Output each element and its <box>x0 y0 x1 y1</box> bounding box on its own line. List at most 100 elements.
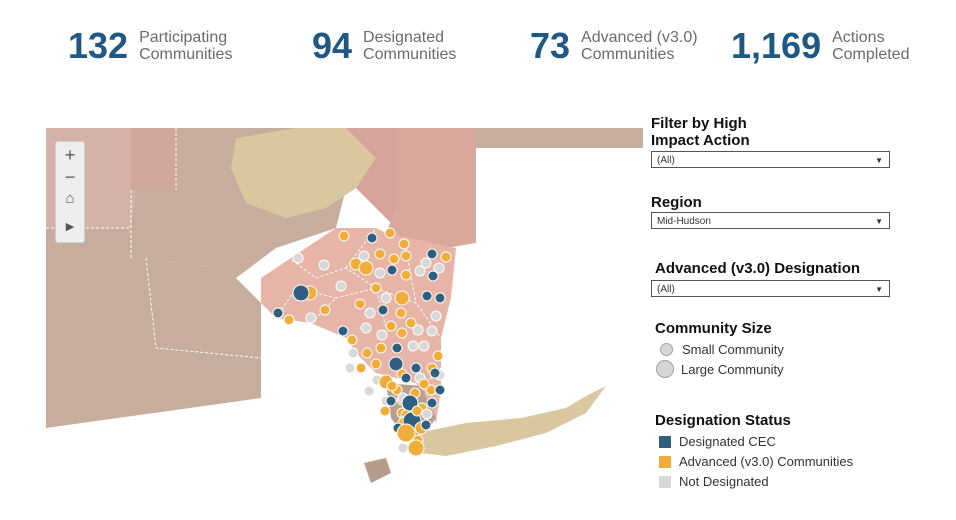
community-marker[interactable] <box>385 395 397 407</box>
community-marker[interactable] <box>418 340 430 352</box>
community-marker[interactable] <box>355 362 367 374</box>
zoom-in-button[interactable]: + <box>64 145 76 165</box>
community-marker[interactable] <box>346 334 358 346</box>
community-marker[interactable] <box>388 356 404 372</box>
map-land-longisland <box>418 386 606 456</box>
community-marker[interactable] <box>388 253 400 265</box>
stat-label: Participating Communities <box>139 29 233 63</box>
community-marker[interactable] <box>379 405 391 417</box>
stat-designated: 94 Designated Communities <box>312 28 456 64</box>
community-marker[interactable] <box>396 423 416 443</box>
community-marker[interactable] <box>272 307 284 319</box>
community-marker[interactable] <box>366 232 378 244</box>
community-marker[interactable] <box>426 248 438 260</box>
community-marker[interactable] <box>414 265 426 277</box>
map-land-tan-north <box>231 128 376 218</box>
community-marker[interactable] <box>337 325 349 337</box>
map-zoom-controls: + − ⌂ ▶ <box>55 141 85 243</box>
stat-actions: 1,169 Actions Completed <box>731 28 909 64</box>
community-marker[interactable] <box>411 405 423 417</box>
community-marker[interactable] <box>305 312 317 324</box>
community-marker[interactable] <box>354 298 366 310</box>
community-marker[interactable] <box>420 257 432 269</box>
community-marker[interactable] <box>395 307 407 319</box>
community-marker[interactable] <box>400 250 412 262</box>
community-marker[interactable] <box>377 304 389 316</box>
community-marker[interactable] <box>405 317 417 329</box>
community-marker[interactable] <box>434 384 446 396</box>
legend-label: Small Community <box>682 342 784 357</box>
community-marker[interactable] <box>283 314 295 326</box>
legend-label: Not Designated <box>679 474 769 489</box>
community-marker[interactable] <box>319 304 331 316</box>
community-marker[interactable] <box>391 342 403 354</box>
play-icon[interactable]: ▶ <box>65 221 75 233</box>
large-circle-icon <box>656 360 674 378</box>
community-marker[interactable] <box>358 260 374 276</box>
community-marker[interactable] <box>420 419 432 431</box>
community-marker[interactable] <box>385 320 397 332</box>
community-marker[interactable] <box>410 362 422 374</box>
map-land-north-center <box>131 128 176 190</box>
community-marker[interactable] <box>360 322 372 334</box>
community-marker[interactable] <box>418 378 430 390</box>
community-marker[interactable] <box>407 439 425 457</box>
community-marker[interactable] <box>335 280 347 292</box>
community-marker[interactable] <box>292 284 310 302</box>
community-marker[interactable] <box>426 397 438 409</box>
community-marker[interactable] <box>318 259 330 271</box>
community-marker[interactable] <box>400 372 412 384</box>
community-marker[interactable] <box>386 380 398 392</box>
community-marker[interactable] <box>407 340 419 352</box>
community-marker[interactable] <box>363 385 375 397</box>
advanced-select[interactable]: (All) ▼ <box>651 280 890 297</box>
community-marker[interactable] <box>338 230 350 242</box>
community-marker[interactable] <box>370 282 382 294</box>
community-marker[interactable] <box>292 252 304 264</box>
community-marker[interactable] <box>375 342 387 354</box>
swatch-not-designated <box>659 475 671 488</box>
zoom-out-button[interactable]: − <box>64 167 76 187</box>
community-marker[interactable] <box>384 227 396 239</box>
community-marker[interactable] <box>432 350 444 362</box>
community-marker[interactable] <box>421 290 433 302</box>
region-map[interactable]: + − ⌂ ▶ <box>46 128 643 520</box>
community-marker[interactable] <box>433 262 445 274</box>
community-marker[interactable] <box>361 347 373 359</box>
map-canvas[interactable] <box>46 128 643 520</box>
community-marker[interactable] <box>421 408 433 420</box>
community-marker[interactable] <box>396 327 408 339</box>
community-marker[interactable] <box>434 292 446 304</box>
community-marker[interactable] <box>440 251 452 263</box>
community-marker[interactable] <box>427 270 439 282</box>
community-marker[interactable] <box>429 367 441 379</box>
community-marker[interactable] <box>397 442 409 454</box>
community-marker[interactable] <box>347 347 359 359</box>
community-marker[interactable] <box>412 324 424 336</box>
legend-small: Small Community <box>659 342 784 357</box>
community-marker[interactable] <box>370 358 382 370</box>
size-legend-title: Community Size <box>655 320 772 337</box>
community-marker[interactable] <box>344 362 356 374</box>
community-marker[interactable] <box>380 292 392 304</box>
community-marker[interactable] <box>374 267 386 279</box>
community-marker[interactable] <box>364 307 376 319</box>
high-impact-select[interactable]: (All) ▼ <box>651 151 890 168</box>
region-select[interactable]: Mid-Hudson ▼ <box>651 212 890 229</box>
community-marker[interactable] <box>400 269 412 281</box>
community-marker[interactable] <box>374 248 386 260</box>
community-marker[interactable] <box>426 325 438 337</box>
legend-not-designated: Not Designated <box>659 474 769 489</box>
community-marker[interactable] <box>398 238 410 250</box>
stat-value: 132 <box>68 25 129 66</box>
map-land-west <box>46 128 643 278</box>
community-marker[interactable] <box>430 310 442 322</box>
home-icon[interactable]: ⌂ <box>65 190 75 207</box>
community-marker[interactable] <box>376 329 388 341</box>
legend-advanced: Advanced (v3.0) Communities <box>659 454 853 469</box>
community-marker[interactable] <box>386 264 398 276</box>
chevron-down-icon: ▼ <box>875 217 883 226</box>
map-land-west-lower <box>46 258 261 428</box>
small-circle-icon <box>660 343 673 356</box>
community-marker[interactable] <box>394 290 410 306</box>
